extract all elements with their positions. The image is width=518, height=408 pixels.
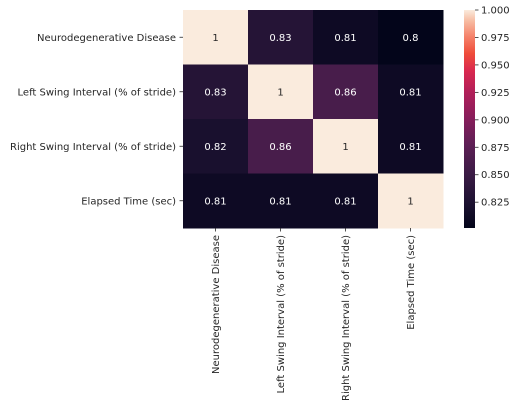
column-label: Neurodegenerative Disease	[211, 235, 222, 374]
heatmap-cell	[378, 64, 444, 120]
colorbar-tick-label: 0.875	[481, 143, 510, 154]
heatmap-cell	[183, 64, 249, 120]
heatmap-cell	[378, 173, 444, 229]
cell-value-label: 0.81	[334, 196, 356, 207]
row-label: Right Swing Interval (% of stride)	[10, 142, 176, 153]
heatmap-cell	[313, 173, 379, 229]
row-labels: Neurodegenerative Disease Left Swing Inte…	[10, 33, 183, 207]
row-label: Left Swing Interval (% of stride)	[18, 87, 177, 98]
cell-value-label: 1	[342, 142, 348, 153]
heatmap-cells: 1 0.83 0.81 0.8 0.83 1 0.86 0.81 0.82 0.86 1 0.81 0.…	[183, 10, 444, 229]
heatmap-cell	[183, 10, 249, 65]
cell-value-label: 0.83	[204, 87, 226, 98]
colorbar-tick-label: 1.000	[481, 6, 510, 17]
heatmap-cell	[248, 173, 314, 229]
heatmap-cell	[248, 10, 314, 65]
heatmap-cell	[313, 119, 379, 174]
colorbar-tick-label: 0.975	[481, 33, 510, 44]
row-label: Neurodegenerative Disease	[37, 33, 176, 44]
cell-value-label: 0.83	[269, 33, 291, 44]
heatmap-cell	[248, 119, 314, 174]
heatmap-cell	[378, 10, 444, 65]
cell-value-label: 1	[212, 33, 218, 44]
colorbar-tick-label: 0.950	[481, 60, 510, 71]
heatmap-cell	[313, 64, 379, 120]
heatmap-cell	[183, 119, 249, 174]
row-label: Elapsed Time (sec)	[81, 196, 176, 207]
cell-value-label: 0.81	[399, 142, 421, 153]
colorbar-tick-label: 0.925	[481, 88, 510, 99]
column-label: Left Swing Interval (% of stride)	[276, 235, 287, 394]
column-label: Elapsed Time (sec)	[406, 235, 417, 330]
colorbar	[464, 10, 475, 228]
cell-value-label: 0.8	[403, 33, 419, 44]
colorbar-tick-label: 0.900	[481, 115, 510, 126]
cell-value-label: 0.81	[204, 196, 226, 207]
cell-value-label: 0.81	[269, 196, 291, 207]
colorbar-gradient	[464, 10, 475, 228]
heatmap-cell	[248, 64, 314, 120]
colorbar-tick-label: 0.850	[481, 170, 510, 181]
column-labels: Neurodegenerative Disease Left Swing Inte…	[211, 228, 417, 401]
heatmap-cell	[313, 10, 379, 65]
cell-value-label: 0.86	[269, 142, 291, 153]
cell-value-label: 0.86	[334, 87, 356, 98]
column-label: Right Swing Interval (% of stride)	[341, 235, 352, 401]
cell-value-label: 1	[407, 196, 413, 207]
heatmap-cell	[183, 173, 249, 229]
heatmap-cell	[378, 119, 444, 174]
cell-value-label: 0.82	[204, 142, 226, 153]
cell-value-label: 0.81	[334, 33, 356, 44]
colorbar-tick-label: 0.825	[481, 198, 510, 209]
cell-value-label: 0.81	[399, 87, 421, 98]
colorbar-ticks: 1.000 0.975 0.950 0.925 0.900 0.875 0.850 0.825	[475, 6, 510, 209]
cell-value-label: 1	[277, 87, 283, 98]
